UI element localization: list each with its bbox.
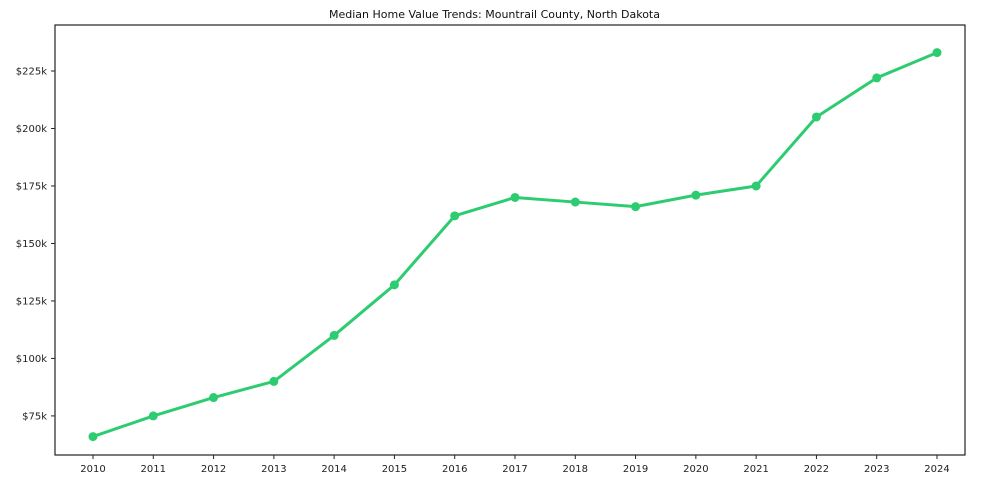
y-tick-label: $225k: [16, 66, 47, 77]
y-tick-label: $125k: [16, 296, 47, 307]
y-tick-label: $200k: [16, 124, 47, 135]
x-tick-label: 2018: [563, 464, 588, 475]
y-tick-label: $150k: [16, 239, 47, 250]
x-tick-label: 2023: [864, 464, 889, 475]
data-point-marker: [932, 48, 942, 58]
y-tick-label: $100k: [16, 354, 47, 365]
x-tick-label: 2014: [321, 464, 346, 475]
x-tick-label: 2013: [261, 464, 286, 475]
x-tick-label: 2010: [80, 464, 105, 475]
x-tick-label: 2015: [382, 464, 407, 475]
x-tick-label: 2022: [804, 464, 829, 475]
data-point-marker: [148, 411, 158, 421]
x-tick-label: 2019: [623, 464, 648, 475]
x-tick-label: 2017: [502, 464, 527, 475]
y-tick-label: $75k: [22, 411, 47, 422]
x-tick-label: 2011: [141, 464, 166, 475]
x-tick-label: 2020: [683, 464, 708, 475]
data-point-marker: [329, 330, 339, 340]
data-point-marker: [691, 190, 701, 200]
data-point-marker: [88, 432, 98, 442]
x-tick-label: 2012: [201, 464, 226, 475]
x-tick-label: 2016: [442, 464, 467, 475]
data-point-marker: [570, 197, 580, 207]
data-point-marker: [510, 192, 520, 202]
y-tick-label: $175k: [16, 181, 47, 192]
data-point-marker: [811, 112, 821, 122]
data-point-marker: [209, 393, 219, 403]
data-point-marker: [450, 211, 460, 221]
data-point-marker: [269, 376, 279, 386]
data-point-marker: [631, 202, 641, 212]
data-point-marker: [751, 181, 761, 191]
x-tick-label: 2024: [924, 464, 949, 475]
trend-line: [91, 51, 939, 439]
x-tick-label: 2021: [743, 464, 768, 475]
data-point-marker: [389, 280, 399, 290]
plot-border: [54, 24, 966, 456]
data-point-marker: [872, 73, 882, 83]
